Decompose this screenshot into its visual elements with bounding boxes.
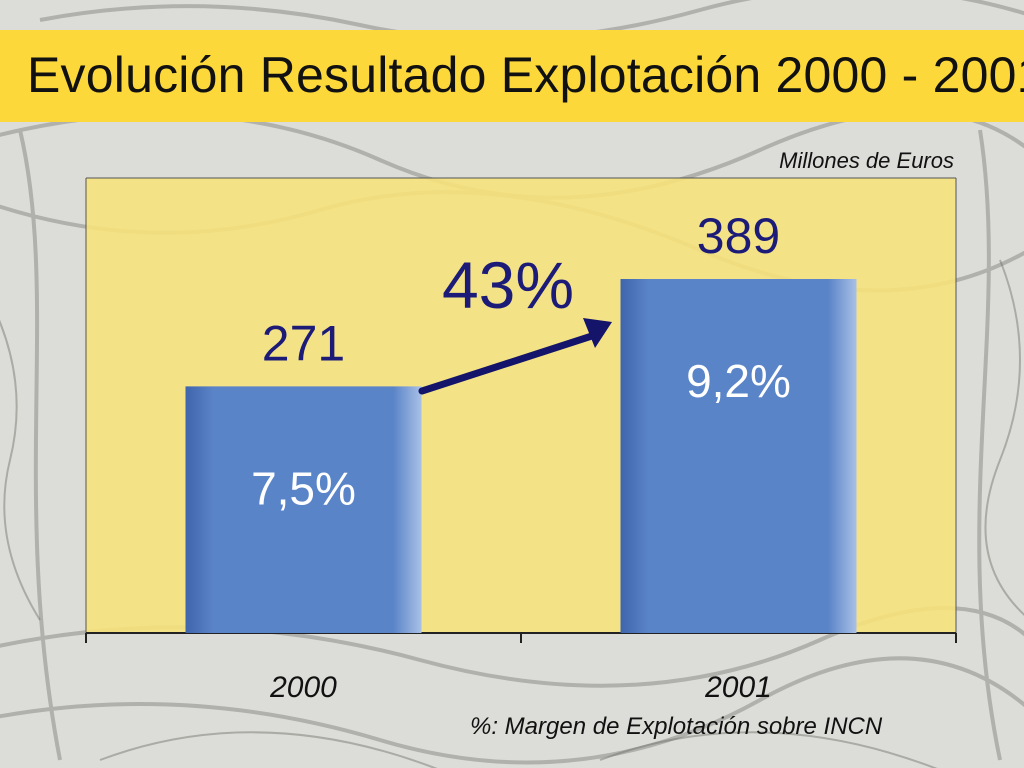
margin-label-2001: 9,2%: [686, 355, 791, 407]
value-label-2001: 389: [697, 208, 780, 264]
bar-2001: [620, 279, 857, 633]
growth-label: 43%: [442, 248, 574, 322]
footnote: %: Margen de Explotación sobre INCN: [470, 713, 883, 740]
x-tick-label-2001: 2001: [704, 671, 772, 704]
growth-arrow: [418, 330, 602, 395]
margin-label-2000: 7,5%: [251, 462, 356, 514]
growth-arrowhead: [583, 318, 612, 348]
title-bar: Evolución Resultado Explotación 2000 - 2…: [0, 30, 1024, 122]
value-label-2000: 271: [262, 315, 345, 371]
x-tick-label-2000: 2000: [269, 671, 337, 704]
page-title: Evolución Resultado Explotación 2000 - 2…: [27, 47, 1024, 103]
bar-2000: [185, 386, 422, 633]
unit-label: Millones de Euros: [779, 148, 954, 173]
